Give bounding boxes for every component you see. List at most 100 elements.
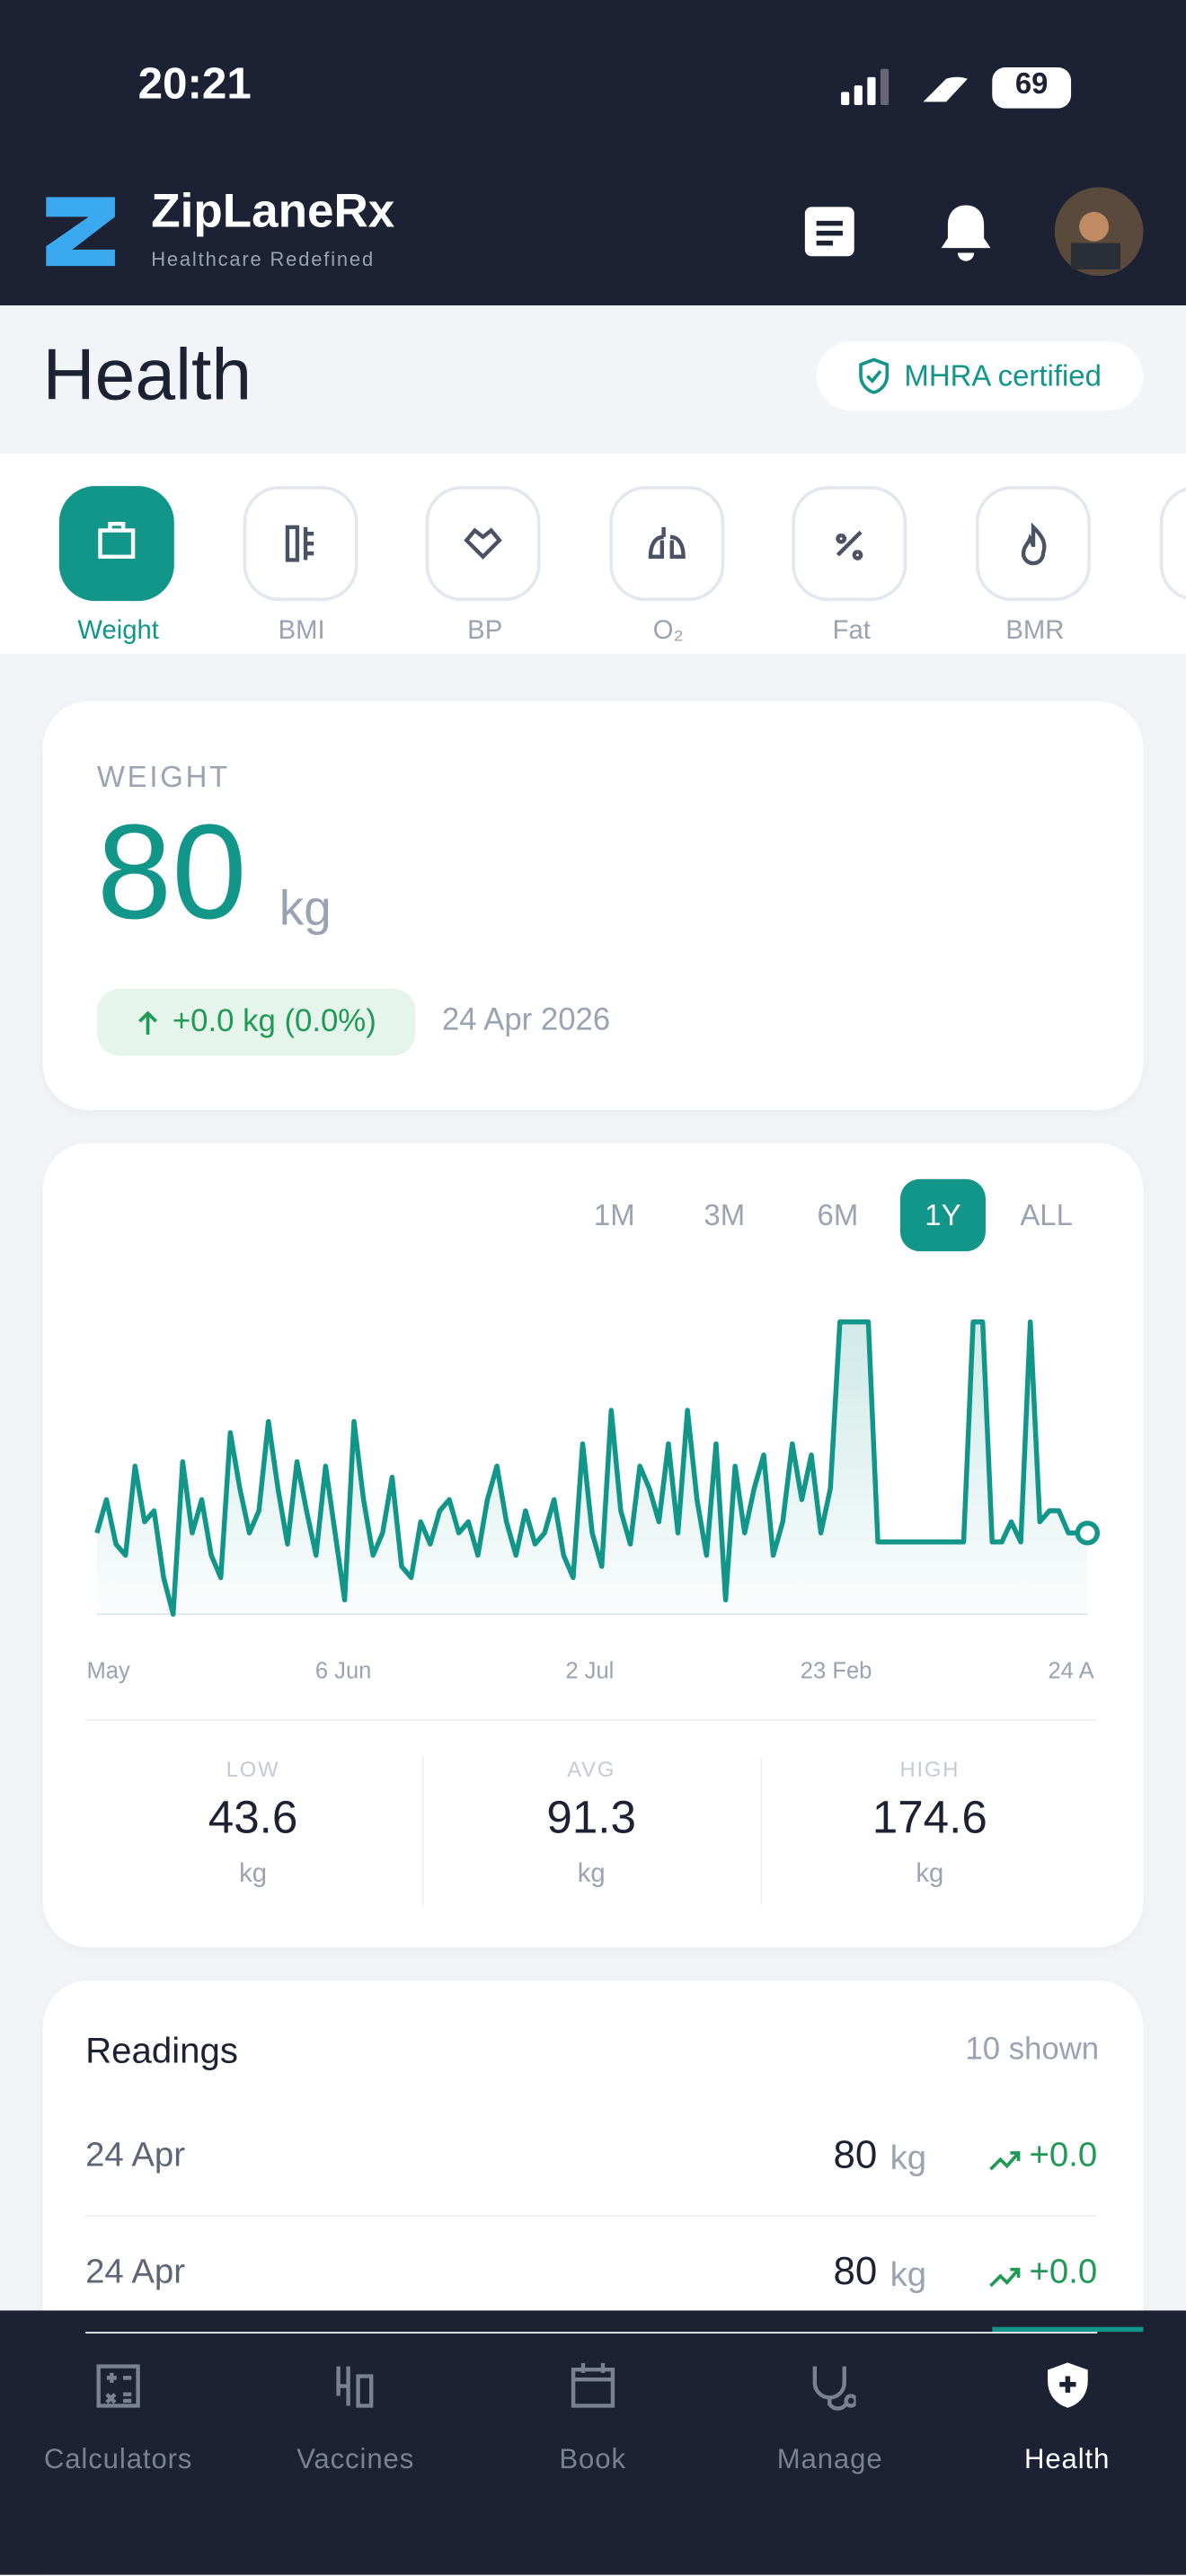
weight-label: WEIGHT <box>96 760 230 794</box>
tab-label: Fat <box>832 617 871 646</box>
tab-label: O₂ <box>652 617 684 646</box>
icon <box>989 2151 1021 2171</box>
tab-label: BP <box>467 617 503 646</box>
status-icons <box>841 66 1072 109</box>
line <box>94 1319 1088 1617</box>
glyph <box>836 530 863 560</box>
time: 20:21 <box>137 58 252 109</box>
icon <box>1047 2362 1087 2408</box>
notifications-button[interactable] <box>936 200 996 262</box>
end-point <box>1075 1521 1101 1546</box>
nav-label: Book <box>559 2443 626 2475</box>
page-title: Health <box>42 334 252 416</box>
weight-card: WEIGHT 80 kg +0.0 kg (0.0%) 24 Apr 2026 <box>42 701 1144 1110</box>
reading-date: 24 Apr <box>85 2136 186 2175</box>
tab-label: BMR <box>1005 617 1065 646</box>
x-label: 23 Feb <box>801 1659 872 1684</box>
nav-label: Health <box>1023 2443 1111 2475</box>
tab-icon <box>1159 486 1186 602</box>
tab-icon <box>58 486 174 602</box>
icon <box>571 2362 615 2408</box>
glyph <box>1021 522 1047 566</box>
nav-label: Calculators <box>43 2443 193 2475</box>
glyph <box>989 2151 1021 2171</box>
nav-item[interactable]: Vaccines <box>237 2360 474 2476</box>
tagline: Healthcare Redefined <box>151 248 375 271</box>
readings-title: Readings <box>85 2029 239 2071</box>
tab-icon <box>425 486 541 602</box>
change-text: +0.0 kg (0.0%) <box>172 1004 376 1039</box>
reading-change: +0.0 <box>1029 2253 1098 2291</box>
weight-value: 80 <box>96 798 247 948</box>
stat-value: 174.6 <box>872 1791 987 1843</box>
tab-icon <box>792 486 907 602</box>
icon <box>989 2267 1021 2288</box>
stat: LOW 43.6 kg <box>89 1757 418 1890</box>
stat-unit: kg <box>916 1860 944 1889</box>
range-button[interactable]: 6M <box>817 1198 859 1232</box>
stat: AVG 91.3 kg <box>427 1757 756 1890</box>
glyph <box>1058 2376 1075 2393</box>
stat: HIGH 174.6 kg <box>766 1757 1094 1890</box>
chart-card: May 6 Jun 2 Jul 23 Feb 24 A 1M 3M 6M 1Y ALL <box>42 1142 1144 1948</box>
range-button[interactable]: 1Y <box>899 1178 986 1252</box>
icon <box>1021 522 1047 566</box>
x-label: 2 Jul <box>565 1659 614 1684</box>
tab-label: BMI <box>278 617 325 646</box>
page-header: Health MHRA certified <box>0 305 1186 454</box>
certified-badge: MHRA certified <box>816 341 1144 411</box>
nav-item[interactable]: Calculators <box>0 2360 236 2476</box>
stat-unit: kg <box>239 1860 268 1889</box>
reading-date: 24 Apr <box>85 2253 186 2291</box>
reading-value: 80 <box>833 2132 878 2178</box>
reading-row: 24 Apr 80 kg +0.0 <box>85 2217 1098 2334</box>
nav-label: Manage <box>776 2443 883 2475</box>
nav-item[interactable]: Manage <box>712 2360 948 2476</box>
stat-value: 91.3 <box>546 1791 637 1843</box>
logo <box>46 197 115 267</box>
avatar[interactable] <box>1054 187 1144 277</box>
readings-count: 10 shown <box>965 2033 1100 2068</box>
weight-date: 24 Apr 2026 <box>441 1003 611 1038</box>
glyph <box>285 525 314 562</box>
tab[interactable]: BMR <box>976 486 1094 647</box>
glyph <box>337 2366 375 2408</box>
icon <box>98 522 136 559</box>
reading-change: +0.0 <box>1029 2136 1098 2175</box>
reading-unit: kg <box>890 2139 927 2178</box>
icon <box>836 530 863 560</box>
icon <box>337 2366 375 2408</box>
nav-label: Vaccines <box>296 2443 415 2475</box>
trend-icon <box>989 2143 1022 2183</box>
nav-item[interactable]: Book <box>474 2360 711 2476</box>
icon <box>812 2366 859 2411</box>
x-label: 6 Jun <box>315 1659 372 1684</box>
shield-icon <box>860 357 890 394</box>
glyph <box>98 522 136 559</box>
trend-icon <box>989 2260 1022 2299</box>
icon <box>464 527 503 560</box>
reading-row: 24 Apr 80 kg +0.0 <box>85 2100 1098 2218</box>
tab[interactable]: BMI <box>242 486 361 647</box>
badge-text: MHRA certified <box>904 358 1102 393</box>
glyph <box>812 2366 859 2411</box>
nav-item[interactable]: Health <box>949 2360 1185 2476</box>
glyph <box>96 2364 140 2408</box>
range-button[interactable]: 3M <box>704 1198 746 1232</box>
weight-unit: kg <box>279 881 332 937</box>
range-button[interactable]: ALL <box>1020 1198 1073 1232</box>
notes-button[interactable] <box>801 204 857 260</box>
tab[interactable]: O₂ <box>608 486 728 647</box>
glyph <box>989 2267 1021 2288</box>
divider <box>421 1757 424 1905</box>
tab[interactable]: BP <box>425 486 544 647</box>
tab-label: Weight <box>77 617 159 646</box>
tab[interactable]: Fat <box>792 486 911 647</box>
range-button[interactable]: 1M <box>593 1198 635 1232</box>
stat-label: AVG <box>567 1757 616 1782</box>
tab[interactable]: Weight <box>58 486 178 647</box>
up-arrow <box>138 1010 157 1034</box>
top-bar: 20:21 69 ZipLaneRx Healthcare Redefined <box>0 0 1186 306</box>
